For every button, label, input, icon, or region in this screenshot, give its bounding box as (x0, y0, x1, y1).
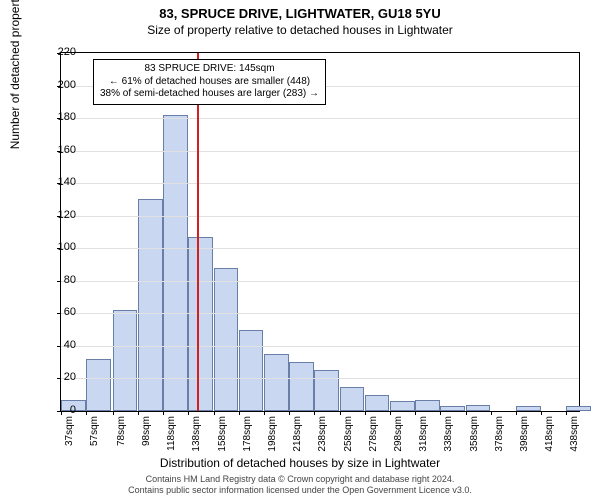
plot-area: 83 SPRUCE DRIVE: 145sqm ← 61% of detache… (60, 52, 580, 412)
histogram-bar (264, 354, 289, 411)
histogram-bar (163, 115, 188, 411)
annotation-line1: 83 SPRUCE DRIVE: 145sqm (100, 63, 319, 76)
x-tick-mark (415, 411, 416, 415)
x-tick-mark (365, 411, 366, 415)
gridline (61, 248, 579, 249)
x-tick-mark (541, 411, 542, 415)
x-tick-mark (314, 411, 315, 415)
x-axis-label: Distribution of detached houses by size … (0, 456, 600, 470)
y-tick-label: 20 (46, 371, 76, 383)
x-tick-label: 37sqm (64, 416, 75, 456)
chart-container: { "chart": { "type": "histogram", "title… (0, 0, 600, 500)
x-tick-label: 198sqm (267, 416, 278, 456)
y-tick-label: 120 (46, 209, 76, 221)
y-tick-label: 60 (46, 306, 76, 318)
footer-line2: Contains public sector information licen… (0, 485, 600, 496)
gridline (61, 313, 579, 314)
x-tick-label: 318sqm (418, 416, 429, 456)
x-tick-label: 338sqm (443, 416, 454, 456)
x-tick-label: 57sqm (89, 416, 100, 456)
y-tick-label: 140 (46, 176, 76, 188)
histogram-bar (340, 387, 365, 411)
x-tick-label: 98sqm (141, 416, 152, 456)
y-tick-label: 100 (46, 241, 76, 253)
x-tick-label: 218sqm (292, 416, 303, 456)
reference-line (197, 53, 199, 411)
gridline (61, 281, 579, 282)
x-tick-mark (340, 411, 341, 415)
x-tick-mark (491, 411, 492, 415)
histogram-bar (365, 395, 390, 411)
gridline (61, 378, 579, 379)
x-tick-mark (516, 411, 517, 415)
histogram-bar (566, 406, 591, 411)
histogram-bar (516, 406, 541, 411)
x-tick-mark (214, 411, 215, 415)
chart-title: 83, SPRUCE DRIVE, LIGHTWATER, GU18 5YU (0, 0, 600, 21)
y-tick-label: 80 (46, 274, 76, 286)
gridline (61, 183, 579, 184)
x-tick-label: 258sqm (343, 416, 354, 456)
y-tick-label: 0 (46, 404, 76, 416)
x-tick-mark (289, 411, 290, 415)
annotation-line2: ← 61% of detached houses are smaller (44… (100, 76, 319, 89)
gridline (61, 346, 579, 347)
x-tick-label: 378sqm (494, 416, 505, 456)
histogram-bar (214, 268, 239, 411)
x-tick-mark (86, 411, 87, 415)
annotation-box: 83 SPRUCE DRIVE: 145sqm ← 61% of detache… (93, 59, 326, 105)
histogram-bar (188, 237, 213, 411)
footer-line1: Contains HM Land Registry data © Crown c… (0, 474, 600, 485)
x-tick-mark (113, 411, 114, 415)
gridline (61, 151, 579, 152)
x-tick-label: 298sqm (393, 416, 404, 456)
x-tick-mark (566, 411, 567, 415)
x-tick-mark (264, 411, 265, 415)
gridline (61, 118, 579, 119)
x-tick-label: 418sqm (544, 416, 555, 456)
chart-subtitle: Size of property relative to detached ho… (0, 23, 600, 37)
y-tick-label: 40 (46, 339, 76, 351)
x-tick-mark (188, 411, 189, 415)
x-tick-mark (138, 411, 139, 415)
x-tick-label: 178sqm (242, 416, 253, 456)
x-tick-mark (440, 411, 441, 415)
histogram-bar (113, 310, 138, 411)
x-tick-label: 358sqm (469, 416, 480, 456)
y-axis-label: Number of detached properties (8, 0, 22, 149)
x-tick-mark (239, 411, 240, 415)
histogram-bar (239, 330, 264, 411)
y-tick-label: 160 (46, 144, 76, 156)
x-tick-label: 238sqm (317, 416, 328, 456)
bars-layer (61, 53, 579, 411)
histogram-bar (440, 406, 465, 411)
x-tick-label: 398sqm (519, 416, 530, 456)
gridline (61, 216, 579, 217)
x-tick-label: 78sqm (116, 416, 127, 456)
x-tick-label: 278sqm (368, 416, 379, 456)
y-tick-label: 220 (46, 46, 76, 58)
histogram-bar (466, 405, 491, 412)
annotation-line3: 38% of semi-detached houses are larger (… (100, 88, 319, 101)
histogram-bar (86, 359, 111, 411)
y-tick-label: 200 (46, 79, 76, 91)
footer: Contains HM Land Registry data © Crown c… (0, 474, 600, 496)
histogram-bar (314, 370, 339, 411)
x-tick-label: 118sqm (166, 416, 177, 456)
x-tick-label: 138sqm (191, 416, 202, 456)
x-tick-mark (466, 411, 467, 415)
x-tick-label: 438sqm (569, 416, 580, 456)
x-tick-mark (390, 411, 391, 415)
y-tick-label: 180 (46, 111, 76, 123)
histogram-bar (390, 401, 415, 411)
x-tick-mark (163, 411, 164, 415)
histogram-bar (289, 362, 314, 411)
x-tick-label: 158sqm (217, 416, 228, 456)
histogram-bar (415, 400, 440, 411)
